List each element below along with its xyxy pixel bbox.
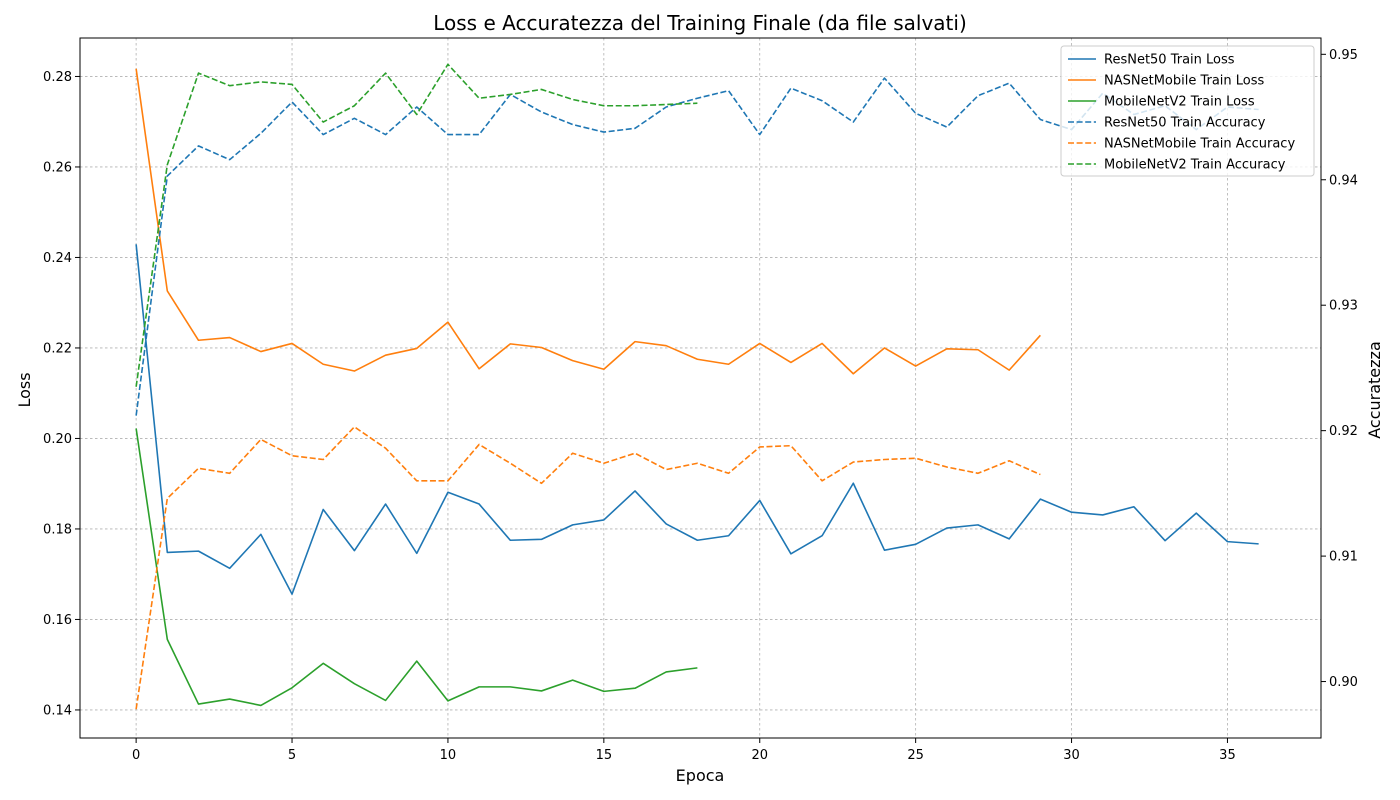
- y-tick-label: 0.24: [43, 251, 72, 266]
- y2-axis-ticks: 0.90 0.91 0.92 0.93 0.94 0.95: [1321, 48, 1358, 690]
- chart-title: Loss e Accuratezza del Training Finale (…: [433, 11, 967, 35]
- y-tick-label: 0.26: [43, 160, 72, 175]
- series-line-mobilenetv2-train-accuracy: [135, 63, 698, 387]
- plot-frame: [79, 37, 1322, 739]
- y-tick-label: 0.14: [43, 703, 72, 718]
- y-axis-label: Loss: [15, 372, 34, 407]
- series-line-resnet50-train-loss: [135, 244, 1259, 595]
- legend-label: ResNet50 Train Accuracy: [1104, 116, 1266, 131]
- y2-tick-label: 0.92: [1329, 424, 1358, 439]
- series-line-nasnetmobile-train-loss: [135, 68, 1041, 375]
- y2-tick-label: 0.93: [1329, 299, 1358, 314]
- legend-label: NASNetMobile Train Loss: [1104, 74, 1265, 89]
- y2-tick-label: 0.95: [1329, 48, 1358, 63]
- legend-label: NASNetMobile Train Accuracy: [1104, 137, 1295, 152]
- y-tick-label: 0.18: [43, 522, 72, 537]
- x-tick-label: 0: [132, 748, 140, 763]
- x-axis-label: Epoca: [676, 766, 725, 785]
- y2-axis-label: Accuratezza: [1365, 341, 1384, 439]
- x-tick-label: 20: [751, 748, 768, 763]
- legend-label: ResNet50 Train Loss: [1104, 53, 1235, 68]
- legend-label: MobileNetV2 Train Loss: [1104, 95, 1255, 110]
- y2-tick-label: 0.91: [1329, 550, 1358, 565]
- legend-box: [1060, 45, 1315, 177]
- x-tick-label: 25: [907, 748, 924, 763]
- y-axis-ticks: 0.14 0.16 0.18 0.20 0.22 0.24 0.26 0.28: [43, 70, 80, 718]
- y-tick-label: 0.16: [43, 613, 72, 628]
- series-line-nasnetmobile-train-accuracy: [135, 426, 1041, 710]
- grid: [80, 38, 1321, 738]
- x-axis-ticks: 0 5 10 15 20 25 30 35: [132, 738, 1236, 763]
- y2-tick-label: 0.90: [1329, 675, 1358, 690]
- x-tick-label: 35: [1219, 748, 1236, 763]
- y2-tick-label: 0.94: [1329, 173, 1358, 188]
- y-tick-label: 0.28: [43, 70, 72, 85]
- x-tick-label: 15: [596, 748, 613, 763]
- y-tick-label: 0.20: [43, 432, 72, 447]
- legend-label: MobileNetV2 Train Accuracy: [1104, 158, 1286, 173]
- y-tick-label: 0.22: [43, 341, 72, 356]
- x-tick-label: 30: [1063, 748, 1080, 763]
- series-line-mobilenetv2-train-loss: [135, 428, 698, 707]
- legend: ResNet50 Train Loss NASNetMobile Train Lo…: [1060, 45, 1315, 177]
- x-tick-label: 5: [288, 748, 296, 763]
- x-tick-label: 10: [440, 748, 457, 763]
